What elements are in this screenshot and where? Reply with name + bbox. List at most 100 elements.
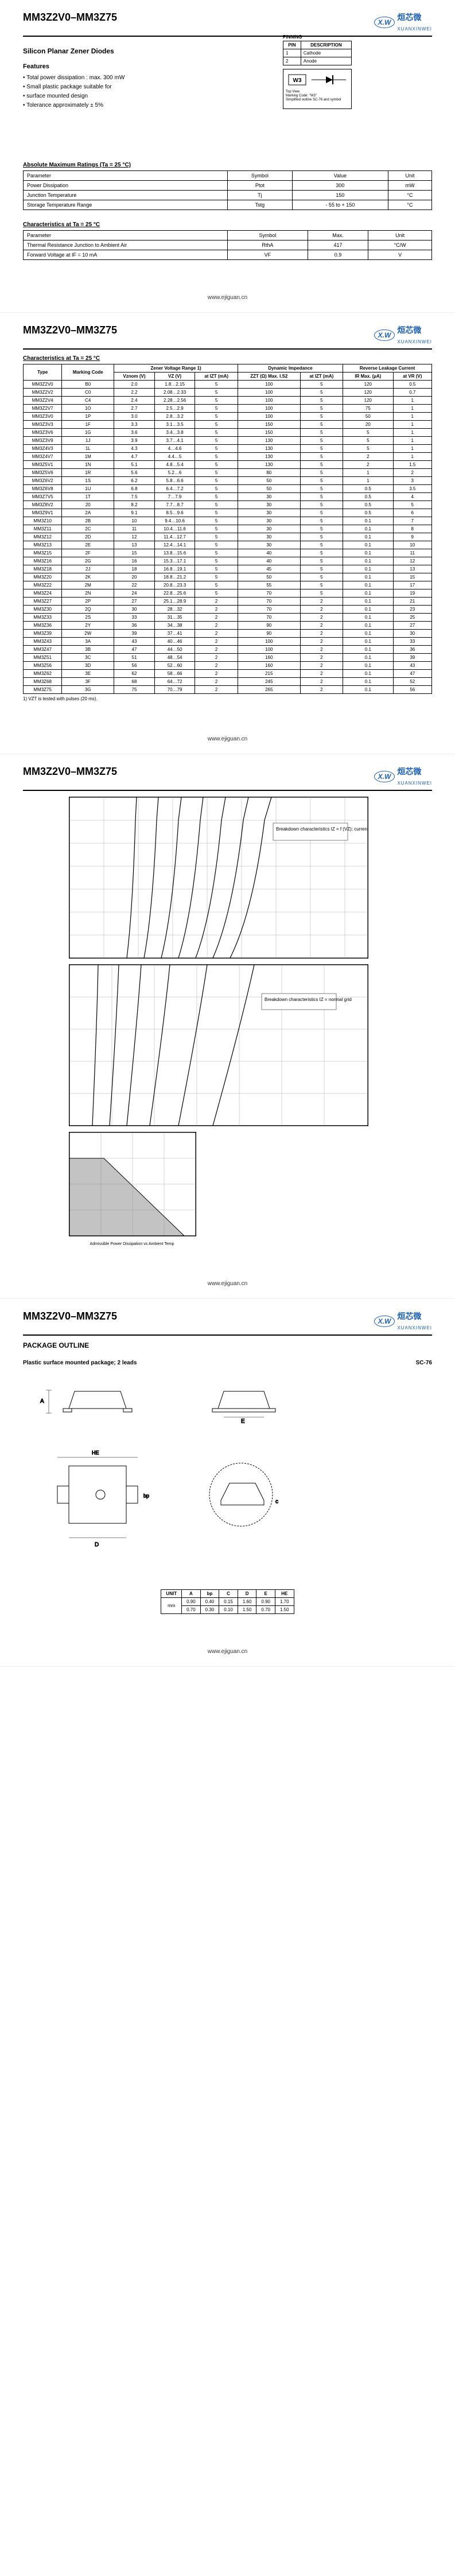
feature-item: Total power dissipation : max. 300 mW — [23, 73, 228, 83]
table-row: MM3Z3V91J3.93.7…4.15130551 — [24, 437, 432, 445]
logo-icon: X.W — [374, 1316, 395, 1327]
footer-url: www.ejiguan.cn — [23, 1648, 432, 1655]
svg-text:E: E — [241, 1418, 245, 1425]
table-row: MM3Z202K2018.8…21.255050.115 — [24, 573, 432, 581]
abs-max-table: ParameterSymbolValueUnit Power Dissipati… — [23, 170, 432, 210]
table-row: MM3Z182J1816.8…19.154550.113 — [24, 565, 432, 573]
model-number: MM3Z2V0–MM3Z75 — [23, 11, 117, 24]
table-row: MM3Z7V51T7.57…7.953050.54 — [24, 493, 432, 501]
svg-text:W3: W3 — [293, 77, 302, 84]
feature-item: surface mounted design — [23, 92, 228, 101]
table-row: MM3Z4V31L4.34…4.65130551 — [24, 445, 432, 453]
dimension-table: UNITAbpCDEHE mm0.900.400.151.600.901.70 … — [161, 1589, 294, 1614]
feature-item: Small plastic package suitable for — [23, 83, 228, 92]
header: MM3Z2V0–MM3Z75 X.W 烜芯微 XUANXINWEI — [23, 1310, 432, 1336]
table-row: MM3Z753G7570…79226520.156 — [24, 686, 432, 694]
logo: X.W 烜芯微 XUANXINWEI — [374, 1310, 432, 1332]
footer-url: www.ejiguan.cn — [23, 1281, 432, 1287]
characteristics-table: TypeMarking CodeZener Voltage Range 1)Dy… — [23, 364, 432, 694]
table-row: MM3Z112C1110.4…11.653050.18 — [24, 525, 432, 533]
table-row: MM3Z3V31F3.33.1…3.551505201 — [24, 421, 432, 429]
dim-unit-label: UNIT — [161, 1590, 182, 1598]
model-number: MM3Z2V0–MM3Z75 — [23, 324, 117, 336]
subtitle: Silicon Planar Zener Diodes — [23, 47, 228, 55]
header: MM3Z2V0–MM3Z75 X.W 烜芯微 XUANXINWEI — [23, 766, 432, 791]
table-row: MM3Z152F1513.8…15.654050.111 — [24, 549, 432, 557]
package-desc-row: Plastic surface mounted package; 2 leads… — [23, 1360, 432, 1366]
header: MM3Z2V0–MM3Z75 X.W 烜芯微 XUANXINWEI — [23, 11, 432, 37]
svg-text:A: A — [40, 1398, 44, 1405]
table-row: MM3Z9V12A9.18.5…9.653050.56 — [24, 509, 432, 517]
logo-icon: X.W — [374, 329, 395, 341]
logo-en: XUANXINWEI — [397, 781, 432, 786]
logo-icon: X.W — [374, 17, 395, 28]
logo: X.W 烜芯微 XUANXINWEI — [374, 766, 432, 787]
chart-breakdown-1: Breakdown characteristics IZ = f (VZ); c… — [69, 797, 368, 959]
feature-item: Tolerance approximately ± 5% — [23, 101, 228, 110]
pinning-box: PINNING PINDESCRIPTION 1Cathode2Anode W3… — [283, 34, 432, 109]
table-row: MM3Z6V21S6.25.8…6.6550513 — [24, 477, 432, 485]
table-row: MM3Z242N2422.8…25.657050.119 — [24, 589, 432, 598]
svg-text:D: D — [95, 1542, 99, 1548]
symbol-box: W3 Top ViewMarking Code: "W3"Simplified … — [283, 69, 352, 109]
chart-power-temp — [69, 1132, 196, 1236]
table-row: MM3Z8V2208.27.7…8.753050.55 — [24, 501, 432, 509]
abs-max-title: Absolute Maximum Ratings (Ta = 25 °C) — [23, 162, 432, 168]
package-desc: Plastic surface mounted package; 2 leads — [23, 1360, 137, 1366]
logo: X.W 烜芯微 XUANXINWEI — [374, 11, 432, 33]
table-row: MM3Z433A4340…46210020.133 — [24, 638, 432, 646]
logo-cn: 烜芯微 — [397, 325, 421, 335]
table-row: MM3Z513C5148…54216020.139 — [24, 654, 432, 662]
chart-breakdown-2: Breakdown characteristics IZ = normal gr… — [69, 964, 368, 1126]
table-row: MM3Z5V11N5.14.8…5.45130521.5 — [24, 461, 432, 469]
table-row: MM3Z2V71O2.72.5…2.951005751 — [24, 405, 432, 413]
page-1: MM3Z2V0–MM3Z75 X.W 烜芯微 XUANXINWEI Silico… — [0, 0, 455, 313]
table-row: MM3Z2V0B02.01.8…2.15510051200.5 — [24, 381, 432, 389]
logo-cn: 烜芯微 — [397, 13, 421, 22]
package-code: SC-76 — [416, 1360, 432, 1366]
logo-cn: 烜芯微 — [397, 1312, 421, 1321]
char-title-2: Characteristics at Ta = 25 °C — [23, 355, 432, 362]
pinning-table: PINDESCRIPTION 1Cathode2Anode — [283, 41, 352, 65]
page-2: MM3Z2V0–MM3Z75 X.W 烜芯微 XUANXINWEI Charac… — [0, 313, 455, 754]
table-row: MM3Z3V01P3.02.8…3.251005501 — [24, 413, 432, 421]
table-row: MM3Z362Y3634…3829020.127 — [24, 622, 432, 630]
package-outline-drawing: A E D HE bp c — [23, 1374, 321, 1581]
svg-text:Breakdown characteristics IZ =: Breakdown characteristics IZ = f (VZ); c… — [276, 827, 368, 832]
table-row: MM3Z132E1312.4…14.153050.110 — [24, 541, 432, 549]
page-3: MM3Z2V0–MM3Z75 X.W 烜芯微 XUANXINWEI — [0, 754, 455, 1299]
table-row: MM3Z563D5652…60216020.143 — [24, 662, 432, 670]
dimension-table-wrapper: UNITAbpCDEHE mm0.900.400.151.600.901.70 … — [23, 1589, 432, 1614]
table-row: MM3Z623E6258…66221520.147 — [24, 670, 432, 678]
logo-cn: 烜芯微 — [397, 767, 421, 776]
table-note: 1) VZT is tested with pulses (20 ms). — [23, 696, 432, 701]
diode-symbol-icon: W3 — [286, 72, 349, 89]
logo: X.W 烜芯微 XUANXINWEI — [374, 324, 432, 346]
footer-url: www.ejiguan.cn — [23, 736, 432, 742]
table-row: MM3Z473B4744…50210020.136 — [24, 646, 432, 654]
table-row: MM3Z272P2725.1…28.927020.121 — [24, 598, 432, 606]
pinning-title: PINNING — [283, 34, 432, 40]
logo-en: XUANXINWEI — [397, 339, 432, 344]
page-4: MM3Z2V0–MM3Z75 X.W 烜芯微 XUANXINWEI PACKAG… — [0, 1299, 455, 1667]
header: MM3Z2V0–MM3Z75 X.W 烜芯微 XUANXINWEI — [23, 324, 432, 350]
table-row: MM3Z6V81U6.86.4…7.255050.53.5 — [24, 485, 432, 493]
table-row: MM3Z4V71M4.74.4…55130521 — [24, 453, 432, 461]
table-row: MM3Z683F6864…72224520.152 — [24, 678, 432, 686]
footer-url: www.ejiguan.cn — [23, 294, 432, 301]
table-row: MM3Z2V4C42.42.28…2.56510051201 — [24, 397, 432, 405]
table-row: MM3Z332S3331…3527020.125 — [24, 614, 432, 622]
table-row: MM3Z392W3937…4129020.130 — [24, 630, 432, 638]
table-row: MM3Z122D1211.4…12.753050.19 — [24, 533, 432, 541]
svg-text:HE: HE — [92, 1450, 99, 1456]
table-row: MM3Z3V61G3.63.4…3.85150551 — [24, 429, 432, 437]
table-row: MM3Z162G1615.3…17.154050.112 — [24, 557, 432, 565]
char-title-1: Characteristics at Ta = 25 °C — [23, 222, 432, 228]
table-row: MM3Z222M2220.8…23.355550.117 — [24, 581, 432, 589]
logo-en: XUANXINWEI — [397, 26, 432, 32]
package-title: PACKAGE OUTLINE — [23, 1341, 432, 1349]
logo-en: XUANXINWEI — [397, 1325, 432, 1330]
char-table-1: ParameterSymbolMax.Unit Thermal Resistan… — [23, 230, 432, 260]
table-row: MM3Z302Q3028…3227020.123 — [24, 606, 432, 614]
chart3-label: Admissible Power Dissipation vs Ambient … — [69, 1242, 195, 1246]
